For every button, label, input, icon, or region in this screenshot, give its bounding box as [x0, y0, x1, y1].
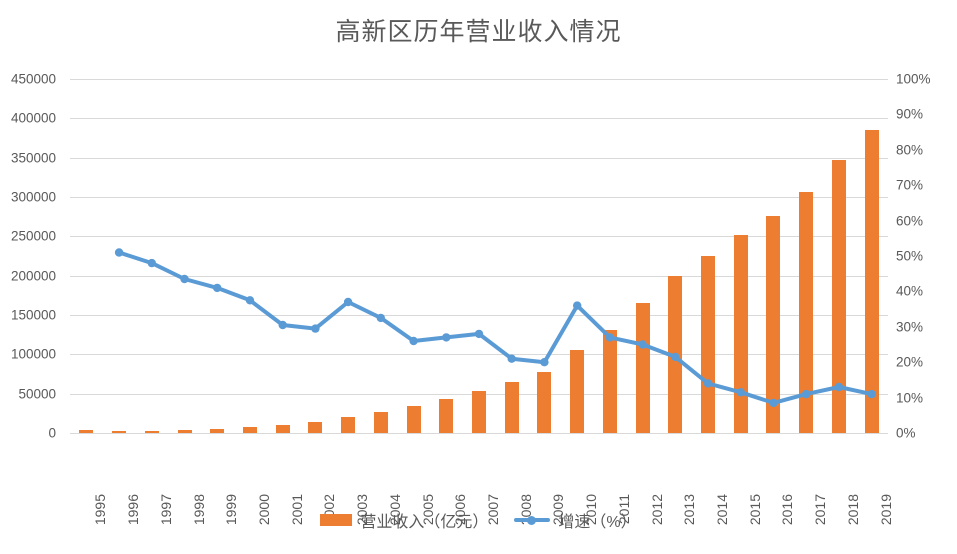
line-marker[interactable]: [213, 283, 222, 293]
gridline: [70, 354, 888, 356]
line-marker[interactable]: [671, 352, 680, 362]
y-axis-right-tick: 100%: [896, 71, 931, 87]
y-axis-right-tick: 30%: [896, 319, 924, 335]
gridline: [70, 157, 888, 159]
bar[interactable]: [831, 160, 846, 433]
line-marker[interactable]: [507, 354, 516, 363]
growth-rate-markers: [114, 248, 876, 408]
bar[interactable]: [308, 421, 323, 433]
y-axis-left-tick: 250000: [10, 228, 56, 244]
line-marker[interactable]: [540, 358, 549, 367]
bar[interactable]: [177, 429, 192, 433]
y-axis-left-tick: 450000: [10, 71, 56, 87]
chart-legend: 营业收入（亿元） 增速（%）: [0, 508, 957, 532]
bar[interactable]: [864, 129, 879, 433]
line-marker[interactable]: [802, 389, 811, 399]
line-marker[interactable]: [605, 333, 615, 342]
bar[interactable]: [701, 255, 716, 433]
line-marker[interactable]: [311, 324, 320, 333]
y-axis-right-tick: 50%: [896, 248, 924, 264]
y-axis-left-tick: 150000: [10, 307, 56, 323]
x-axis: 1995 1996 1997 1998 1999 2000 2001 2002 2003 2004…: [70, 436, 893, 525]
line-marker[interactable]: [834, 382, 844, 392]
y-axis-right-tick: 40%: [896, 283, 924, 299]
y-axis-left-tick: 400000: [10, 110, 56, 126]
line-marker[interactable]: [180, 274, 189, 284]
bar[interactable]: [144, 430, 159, 433]
y-axis-right-tick: 20%: [896, 354, 924, 370]
y-axis-left-tick: 50000: [18, 386, 56, 402]
line-marker[interactable]: [278, 320, 287, 330]
bar[interactable]: [537, 371, 552, 433]
line-series: [114, 248, 876, 408]
y-axis-left-tick: 0: [48, 425, 56, 441]
y-axis-right-tick: 80%: [896, 142, 924, 158]
line-marker[interactable]: [409, 336, 418, 346]
line-marker[interactable]: [114, 248, 124, 257]
bar[interactable]: [242, 427, 257, 433]
line-marker[interactable]: [638, 340, 647, 349]
legend-item-growth-rate[interactable]: 增速（%）: [514, 508, 637, 532]
gridline: [70, 79, 888, 80]
bar[interactable]: [275, 424, 290, 433]
y-axis-left: 0 50000 100000 150000 200000 250000 300000 3500…: [0, 72, 62, 441]
bar[interactable]: [472, 390, 486, 433]
bar[interactable]: [570, 349, 585, 433]
legend-item-label: 营业收入（亿元）: [360, 514, 489, 531]
bar[interactable]: [602, 329, 617, 433]
y-axis-left-tick: 300000: [10, 189, 56, 205]
gridline: [70, 275, 888, 277]
legend-item-revenue[interactable]: 营业收入（亿元）: [320, 508, 488, 532]
bar[interactable]: [373, 411, 388, 433]
line-marker[interactable]: [343, 297, 353, 307]
bar[interactable]: [210, 428, 225, 433]
bar-swatch-icon: [320, 514, 353, 526]
y-axis-right-tick: 70%: [896, 177, 924, 193]
line-marker[interactable]: [703, 379, 713, 388]
line-marker[interactable]: [769, 398, 778, 408]
bar[interactable]: [766, 216, 781, 433]
line-marker[interactable]: [376, 313, 385, 323]
line-marker[interactable]: [474, 329, 484, 339]
y-axis-right: 0% 10% 20% 30% 40% 50% 60% 70% 80% 90% 100%: [894, 72, 956, 441]
bar[interactable]: [79, 430, 94, 433]
bar[interactable]: [799, 192, 814, 433]
bar[interactable]: [112, 431, 127, 433]
line-marker[interactable]: [736, 388, 745, 397]
y-axis-right-tick: 90%: [896, 106, 924, 122]
legend-item-label: 增速（%）: [558, 514, 637, 531]
line-swatch-icon: [514, 514, 551, 526]
bar[interactable]: [635, 302, 650, 433]
y-axis-right-tick: 60%: [896, 213, 924, 229]
bar[interactable]: [439, 399, 454, 433]
bar[interactable]: [733, 234, 748, 433]
y-axis-left-tick: 100000: [10, 346, 56, 362]
y-axis-left-tick: 200000: [10, 268, 56, 284]
bar[interactable]: [504, 381, 519, 433]
y-axis-right-tick: 0%: [896, 425, 916, 441]
gridline: [70, 118, 888, 120]
y-axis-left-tick: 350000: [10, 150, 56, 166]
line-marker[interactable]: [245, 296, 255, 305]
line-marker[interactable]: [147, 258, 156, 268]
bar[interactable]: [341, 416, 356, 433]
line-marker[interactable]: [573, 301, 582, 310]
chart-title: 高新区历年营业收入情况: [335, 18, 622, 46]
line-marker[interactable]: [442, 333, 451, 342]
line-marker[interactable]: [867, 389, 876, 399]
gridline: [70, 197, 888, 198]
gridline: [70, 315, 888, 316]
gridline: [70, 433, 888, 434]
y-axis-right-tick: 10%: [896, 390, 924, 406]
plot-area: [70, 79, 888, 434]
bar[interactable]: [406, 406, 421, 433]
growth-rate-line: [117, 250, 874, 405]
gridline: [70, 236, 888, 238]
